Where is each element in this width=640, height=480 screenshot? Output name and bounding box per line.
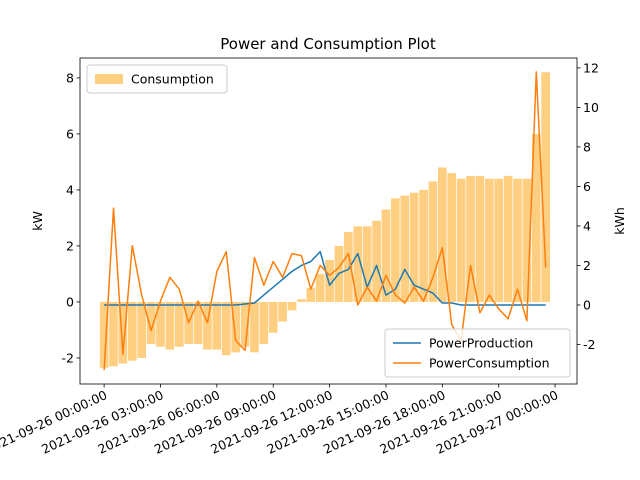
bar — [146, 301, 156, 344]
y-tick-label: 0 — [66, 294, 74, 309]
bar — [109, 301, 118, 367]
bar — [419, 189, 428, 302]
y-tick-label: 2 — [66, 238, 74, 253]
legend: Consumption — [86, 64, 228, 94]
bar — [503, 175, 513, 302]
bar — [99, 301, 109, 368]
plot-frame — [79, 57, 578, 385]
bar — [297, 299, 306, 302]
bar — [372, 220, 381, 302]
bar — [231, 301, 240, 353]
bar — [494, 178, 504, 302]
legend-swatch — [95, 74, 123, 84]
bar — [513, 178, 522, 302]
bar — [325, 259, 334, 302]
bar — [174, 301, 184, 347]
bar — [315, 273, 325, 302]
y-tick-label: 6 — [66, 126, 74, 141]
bar — [221, 301, 231, 356]
bar — [287, 301, 297, 311]
bar — [409, 192, 419, 302]
bar — [137, 301, 147, 358]
bar — [250, 301, 259, 353]
bar — [484, 178, 494, 302]
bar — [193, 301, 203, 344]
chart-title: Power and Consumption Plot — [220, 35, 436, 53]
bar — [344, 231, 353, 302]
bar — [438, 167, 447, 302]
bar — [475, 175, 485, 302]
bar — [278, 301, 287, 322]
line — [103, 71, 547, 371]
y-tick-label: 8 — [66, 70, 74, 85]
bar — [362, 226, 372, 302]
bar — [212, 301, 222, 350]
bar — [381, 209, 391, 302]
bar — [259, 301, 269, 344]
line — [104, 250, 546, 306]
y2-tick-label: 12 — [583, 60, 599, 75]
bar — [156, 301, 165, 347]
legend-label: PowerConsumption — [429, 356, 550, 371]
bar — [203, 301, 212, 350]
bar — [466, 175, 475, 302]
bar — [522, 178, 532, 302]
y2-tick-label: 4 — [583, 218, 591, 233]
legend-label: Consumption — [131, 72, 214, 87]
bar — [353, 226, 363, 302]
y-tick-label: -2 — [62, 350, 74, 365]
y2-tick-label: 6 — [583, 179, 591, 194]
bar — [306, 287, 316, 302]
legend-box — [384, 328, 571, 378]
y2-tick-label: 10 — [583, 100, 599, 115]
y2-tick-label: 8 — [583, 139, 591, 154]
bar — [447, 173, 457, 302]
bar — [118, 301, 128, 364]
bar — [428, 181, 438, 302]
y2-tick-label: 2 — [583, 258, 591, 273]
bar — [240, 301, 250, 347]
bar — [541, 72, 551, 302]
legend: PowerProduction PowerConsumption — [384, 328, 571, 378]
bar — [127, 301, 137, 361]
bar — [268, 301, 278, 333]
legend-box — [86, 64, 228, 94]
y2-axis-label: kWh — [612, 207, 627, 235]
bar — [165, 301, 175, 350]
y-tick-label: 4 — [66, 182, 74, 197]
y2-tick-label: 0 — [583, 297, 591, 312]
y-axis-label: kW — [30, 211, 45, 231]
bar — [400, 195, 410, 302]
y2-tick-label: -2 — [583, 337, 595, 352]
bar — [531, 133, 541, 302]
bar — [391, 198, 400, 302]
legend-label: PowerProduction — [429, 336, 533, 351]
bar — [456, 178, 466, 302]
